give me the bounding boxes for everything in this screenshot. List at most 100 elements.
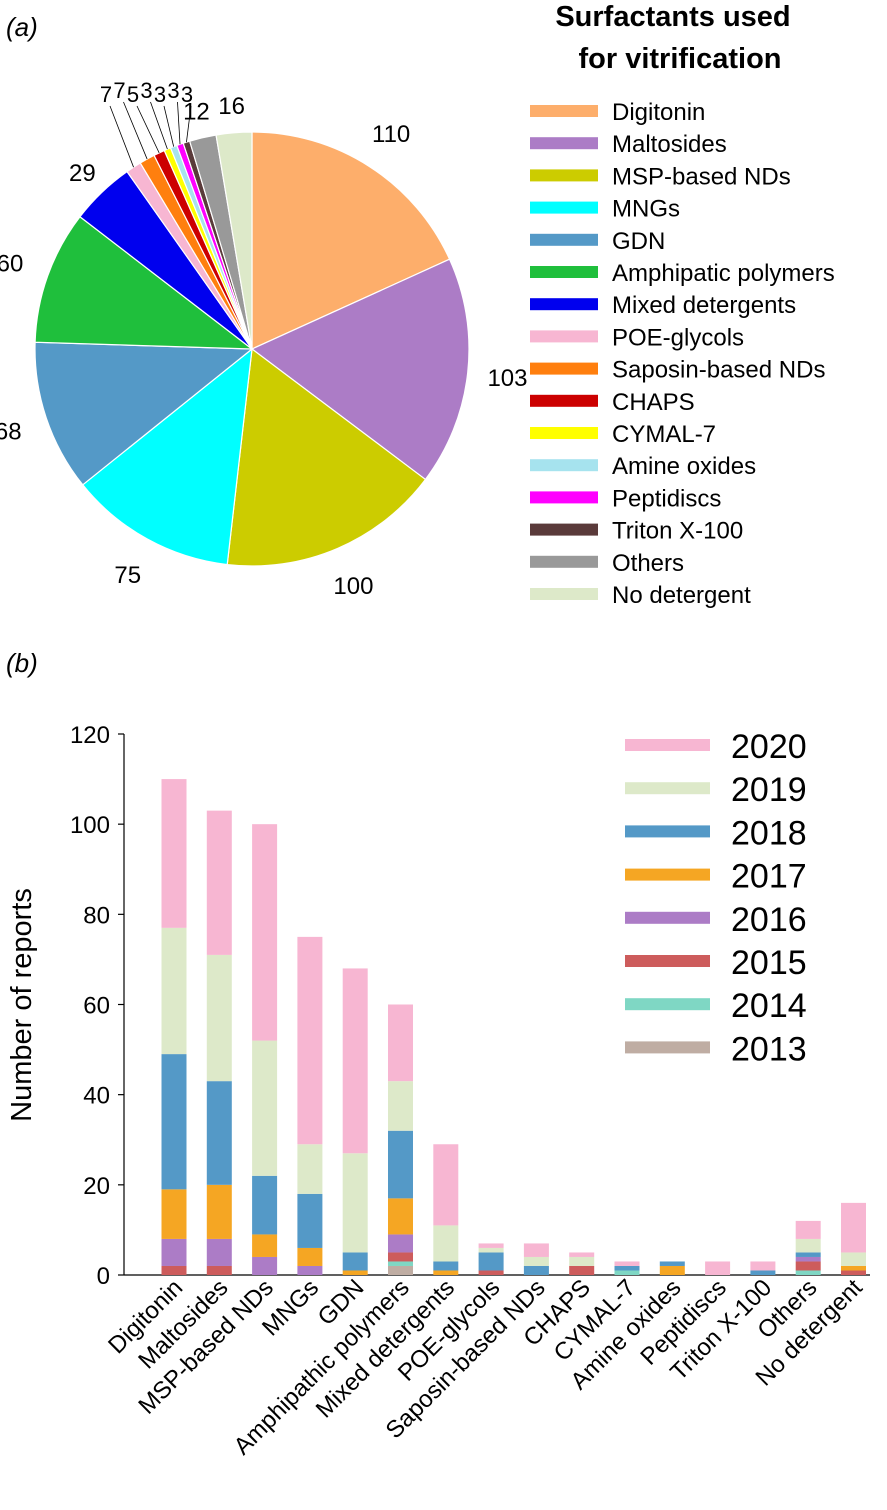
- bar-segment-maltosides-2018: [206, 1081, 232, 1185]
- bar-segment-no-detergent-2015: [841, 1270, 866, 1275]
- bar-segment-saposin-based-nds-2018: [523, 1265, 549, 1275]
- pie-legend-label: Digitonin: [612, 99, 705, 126]
- bar-segment-mngs-2016: [297, 1265, 323, 1275]
- pie-value-label: 3: [181, 82, 193, 107]
- pie-legend-swatch: [530, 233, 598, 246]
- bar-segment-others-2016: [795, 1256, 821, 1262]
- bar-segment-amphipathic-polymers-2013: [388, 1265, 413, 1275]
- panel-b-label: (b): [6, 648, 38, 678]
- bar-segment-no-detergent-2017: [841, 1265, 866, 1271]
- bar-segment-amphipathic-polymers-2018: [388, 1130, 413, 1199]
- bar-segment-poe-glycols-2020: [478, 1243, 504, 1248]
- bar-legend-swatch: [625, 911, 710, 924]
- bar-segment-chaps-2019: [569, 1256, 595, 1266]
- bar-segment-no-detergent-2019: [841, 1252, 866, 1266]
- pie-legend-label: CHAPS: [612, 389, 695, 416]
- pie-leader-line: [123, 101, 148, 160]
- bar-segment-amphipathic-polymers-2019: [388, 1081, 413, 1131]
- bar-legend-swatch: [625, 782, 710, 795]
- bar-segment-mngs-2018: [297, 1193, 323, 1248]
- bar-segment-poe-glycols-2019: [478, 1247, 504, 1253]
- pie-value-label: 60: [0, 250, 23, 277]
- pie-value-label: 103: [487, 365, 527, 392]
- bar-legend-label: 2013: [731, 1030, 807, 1068]
- pie-slice-mngs: [81, 347, 253, 566]
- pie-legend-swatch: [530, 169, 598, 182]
- pie-legend-swatch: [530, 588, 598, 600]
- pie-legend-swatch: [530, 105, 598, 117]
- bar-segment-digitonin-2019: [161, 927, 187, 1055]
- bar-segment-others-2018: [795, 1252, 821, 1257]
- bar-axes: 0 20 40 60 80 100 120: [70, 722, 870, 1290]
- pie-legend-label: POE-glycols: [612, 324, 744, 351]
- bar-segment-maltosides-2016: [206, 1238, 232, 1266]
- bar-legend-label: 2016: [731, 901, 807, 939]
- bar-segment-amphipathic-polymers-2017: [388, 1198, 413, 1235]
- bar-legend-label: 2020: [731, 728, 807, 766]
- pie-value-label: 110: [372, 121, 410, 148]
- bar-segment-peptidiscs-2020: [705, 1261, 731, 1275]
- bar-segment-mngs-2019: [297, 1144, 323, 1194]
- bar-segment-amphipathic-polymers-2014: [388, 1261, 413, 1266]
- pie-value-label: 7: [100, 82, 112, 107]
- bar-segment-msp-based-nds-2016: [252, 1256, 278, 1275]
- bar-segment-cymal-7-2014: [614, 1270, 640, 1275]
- bar-segment-triton-x-100-2020: [750, 1261, 776, 1271]
- bar-segment-gdn-2017: [342, 1270, 368, 1275]
- pie-legend-swatch: [530, 459, 598, 472]
- pie-value-label: 68: [0, 418, 22, 445]
- pie-slice-maltosides: [250, 258, 470, 481]
- bar-segment-amphipathic-polymers-2020: [388, 1004, 413, 1082]
- pie-legend-swatch: [530, 394, 598, 407]
- bar-segment-digitonin-2015: [161, 1265, 187, 1275]
- pie-legend-label: MNGs: [612, 196, 680, 223]
- bar-legend-label: 2014: [731, 987, 807, 1025]
- pie-value-label: 7: [113, 78, 125, 103]
- pie-legend-label: Others: [612, 550, 684, 577]
- pie-value-label: 16: [218, 93, 245, 120]
- pie-slice-gdn: [34, 341, 254, 486]
- bar-segment-others-2019: [795, 1238, 821, 1253]
- bar-rects: [161, 779, 866, 1275]
- bar-segment-digitonin-2016: [161, 1238, 187, 1266]
- pie-legend-swatch: [530, 555, 598, 568]
- y-tick-label: 0: [97, 1263, 110, 1290]
- bar-segment-mixed-detergents-2017: [433, 1270, 459, 1275]
- bar-legend-label: 2017: [731, 858, 807, 896]
- bar-segment-gdn-2020: [342, 968, 368, 1154]
- bar-segment-amphipathic-polymers-2016: [388, 1234, 413, 1253]
- pie-title-line1: Surfactants used: [555, 1, 790, 33]
- bar-segment-amphipathic-polymers-2015: [388, 1252, 413, 1262]
- bar-segment-digitonin-2020: [161, 779, 187, 928]
- y-tick-label: 60: [83, 993, 110, 1020]
- bar-segment-msp-based-nds-2020: [252, 824, 278, 1041]
- pie-legend-label: CYMAL-7: [612, 421, 716, 448]
- pie-legend-swatch: [530, 523, 598, 536]
- y-tick-label: 120: [70, 722, 110, 749]
- bar-segment-mixed-detergents-2018: [433, 1261, 459, 1271]
- y-tick-label: 80: [83, 902, 110, 929]
- bar-segment-digitonin-2017: [161, 1189, 187, 1239]
- bar-segment-triton-x-100-2018: [750, 1270, 776, 1275]
- bar-segment-msp-based-nds-2019: [252, 1040, 278, 1176]
- pie-legend-label: Maltosides: [612, 131, 727, 158]
- pie-legend-label: Mixed detergents: [612, 292, 796, 319]
- bar-segment-poe-glycols-2018: [478, 1252, 504, 1271]
- pie-legend: Digitonin Maltosides MSP-based NDs MNGs GDN A…: [530, 99, 835, 609]
- pie-value-label: 3: [154, 82, 166, 107]
- pie-legend-swatch: [530, 266, 598, 278]
- pie-legend-swatch: [530, 137, 598, 150]
- bar-segment-amine-oxides-2017: [659, 1265, 685, 1275]
- bar-segment-msp-based-nds-2017: [252, 1234, 278, 1257]
- bar-segment-cymal-7-2020: [614, 1261, 640, 1266]
- bar-legend-swatch: [625, 955, 710, 967]
- pie-slice-digitonin: [251, 131, 451, 350]
- bar-segment-saposin-based-nds-2020: [523, 1243, 549, 1257]
- bar-legend-swatch: [625, 1041, 710, 1054]
- bar-segment-digitonin-2018: [161, 1054, 187, 1190]
- bar-segment-gdn-2018: [342, 1252, 368, 1271]
- pie-legend-swatch: [530, 330, 598, 343]
- pie-legend-label: No detergent: [612, 582, 751, 609]
- pie-legend-label: Triton X-100: [612, 518, 743, 545]
